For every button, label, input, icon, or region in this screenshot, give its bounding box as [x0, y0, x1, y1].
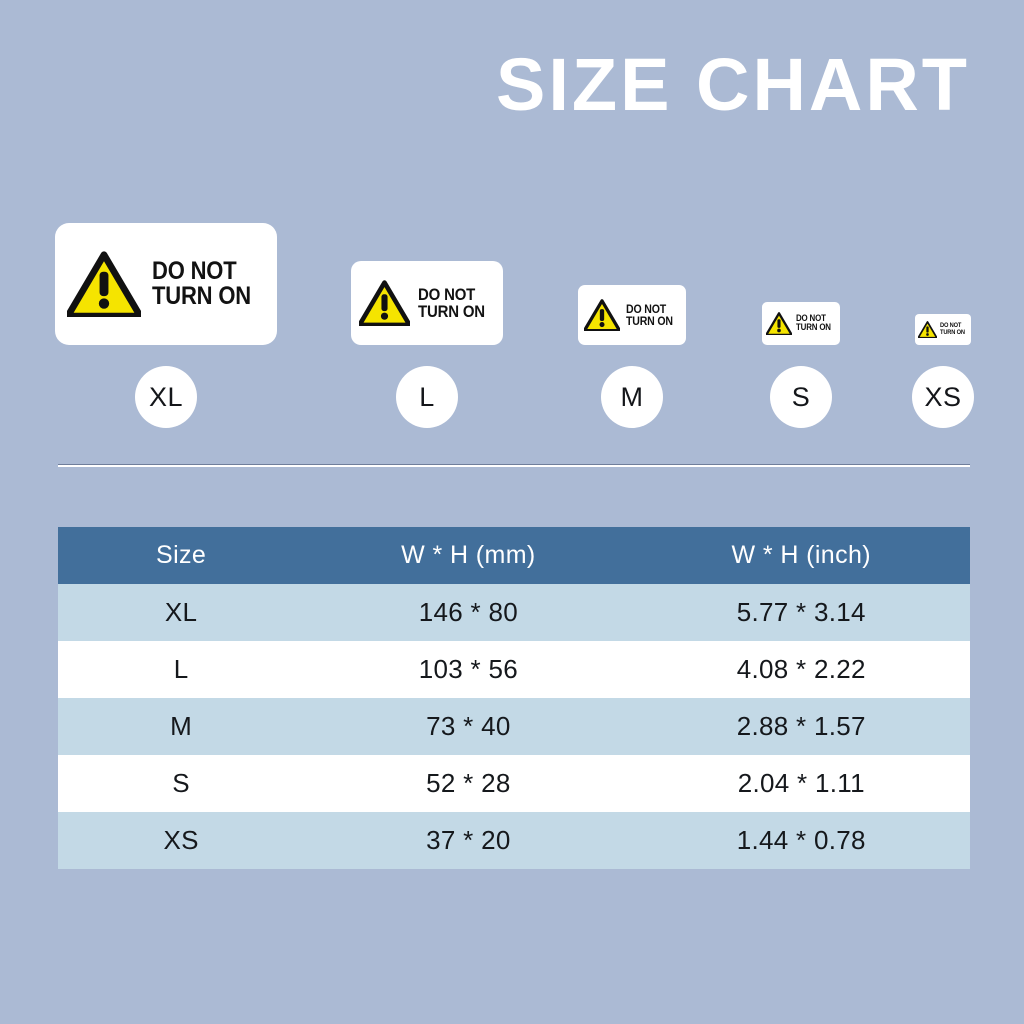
warning-triangle-icon [359, 280, 411, 326]
cell-mm: 73 * 40 [426, 711, 511, 741]
cell-size: L [173, 654, 189, 684]
warning-label-text: DO NOT TURN ON [796, 313, 832, 333]
warning-label-text: DO NOT TURN ON [626, 301, 674, 328]
warning-triangle-icon [67, 251, 142, 318]
cell-size: M [170, 711, 193, 741]
warning-label-text: DO NOT TURN ON [939, 321, 965, 336]
sticker-xs: DO NOT TURN ON [915, 314, 971, 345]
warning-label-inner: DO NOT TURN ON [584, 298, 679, 332]
size-circle-label: S [791, 381, 811, 412]
column-header-inch: W * H (inch) [731, 541, 872, 569]
section-divider [58, 464, 970, 468]
size-circle-row: XL L M S XS [58, 366, 974, 430]
cell-size: XL [164, 597, 198, 627]
table-header-row: Size W * H (mm) W * H (inch) [58, 527, 970, 584]
warning-label-card: DO NOT TURN ON [351, 261, 503, 345]
cell-mm: 52 * 28 [426, 768, 511, 798]
warning-label-text: DO NOT TURN ON [418, 284, 486, 321]
warning-label-line2: TURN ON [626, 313, 674, 328]
size-circle-label: XS [924, 381, 962, 412]
divider-line-dark [58, 464, 970, 465]
warning-label-text: DO NOT TURN ON [152, 256, 252, 310]
warning-label-inner: DO NOT TURN ON [917, 321, 968, 339]
page-title: SIZE CHART [496, 43, 970, 126]
warning-label-inner: DO NOT TURN ON [766, 311, 836, 336]
sticker-s: DO NOT TURN ON [762, 302, 840, 345]
sticker-m: DO NOT TURN ON [578, 285, 686, 345]
warning-label-line1: DO NOT [418, 284, 476, 304]
warning-label-card: DO NOT TURN ON [915, 314, 971, 345]
warning-triangle-icon [584, 298, 621, 332]
sticker-xl: DO NOT TURN ON [55, 223, 277, 345]
cell-size: S [172, 768, 190, 798]
warning-label-card: DO NOT TURN ON [55, 223, 277, 345]
size-circle-xs: XS [912, 366, 974, 428]
divider-line-light [58, 465, 970, 467]
column-header-mm: W * H (mm) [401, 541, 536, 569]
table-row: L 103 * 56 4.08 * 2.22 [58, 641, 970, 698]
warning-label-line1: DO NOT [626, 301, 667, 316]
column-header-size: Size [156, 541, 207, 569]
size-circle-label: M [620, 381, 644, 412]
warning-label-card: DO NOT TURN ON [578, 285, 686, 345]
warning-label-line2: TURN ON [796, 322, 832, 333]
table-row: S 52 * 28 2.04 * 1.11 [58, 755, 970, 812]
size-circle-label: XL [148, 381, 184, 412]
cell-inch: 1.44 * 0.78 [736, 825, 866, 855]
size-circle-l: L [396, 366, 458, 428]
size-circle-label: L [419, 381, 435, 412]
size-circle-m: M [601, 366, 663, 428]
warning-label-inner: DO NOT TURN ON [359, 280, 494, 326]
warning-label-line2: TURN ON [418, 301, 486, 321]
cell-size: XS [163, 825, 199, 855]
warning-label-line1: DO NOT [152, 256, 237, 285]
size-circle-xl: XL [135, 366, 197, 428]
cell-mm: 37 * 20 [426, 825, 511, 855]
warning-label-line1: DO NOT [796, 313, 826, 324]
cell-mm: 103 * 56 [418, 654, 519, 684]
table-row: XS 37 * 20 1.44 * 0.78 [58, 812, 970, 869]
sticker-l: DO NOT TURN ON [351, 261, 503, 345]
warning-label-line1: DO NOT [939, 321, 962, 329]
size-table-body: XL 146 * 80 5.77 * 3.14 L 103 * 56 4.08 * 2.2… [58, 584, 970, 869]
cell-inch: 4.08 * 2.22 [736, 654, 866, 684]
size-table: Size W * H (mm) W * H (inch) XL 146 * 80 5… [58, 527, 970, 869]
warning-label-inner: DO NOT TURN ON [67, 251, 264, 318]
cell-inch: 5.77 * 3.14 [736, 597, 866, 627]
warning-triangle-icon [917, 321, 937, 339]
table-row: M 73 * 40 2.88 * 1.57 [58, 698, 970, 755]
warning-triangle-icon [766, 311, 793, 336]
warning-label-line2: TURN ON [939, 328, 965, 336]
cell-mm: 146 * 80 [418, 597, 519, 627]
cell-inch: 2.04 * 1.11 [737, 768, 865, 798]
size-circle-s: S [770, 366, 832, 428]
cell-inch: 2.88 * 1.57 [736, 711, 866, 741]
warning-label-card: DO NOT TURN ON [762, 302, 840, 345]
sticker-row: DO NOT TURN ON DO NOT TURN ON DO NOT TURN ON D… [55, 205, 971, 345]
warning-label-line2: TURN ON [152, 282, 252, 310]
size-table-head: Size W * H (mm) W * H (inch) [58, 527, 970, 584]
table-row: XL 146 * 80 5.77 * 3.14 [58, 584, 970, 641]
